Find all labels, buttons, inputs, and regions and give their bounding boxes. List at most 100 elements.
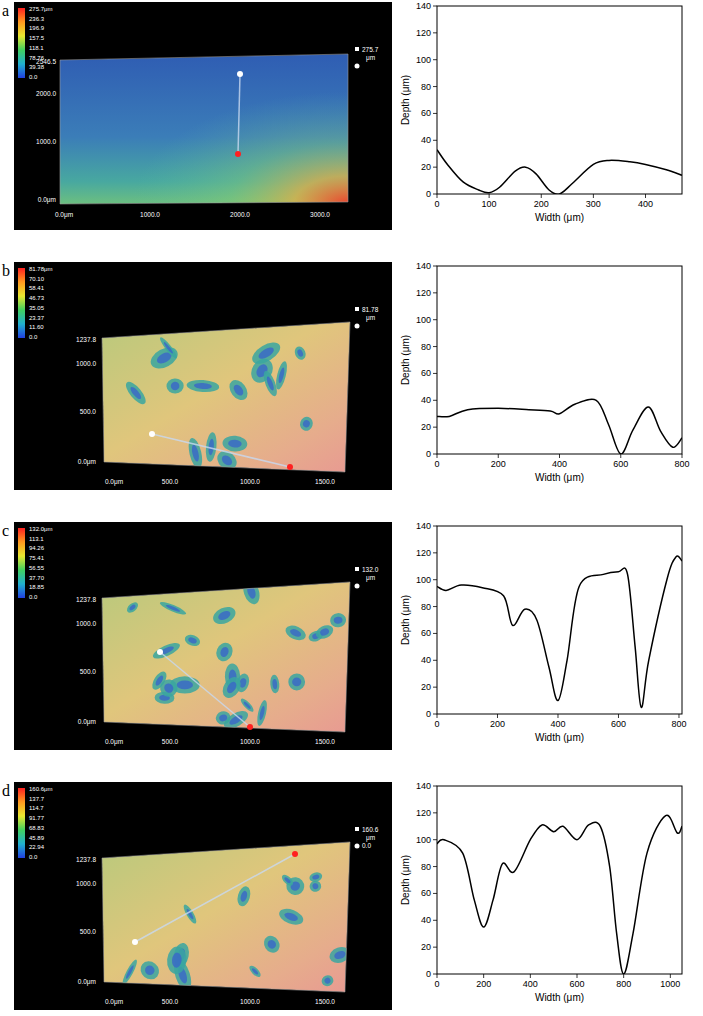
y-tick xyxy=(433,427,437,428)
y-tick xyxy=(433,346,437,347)
color-bar xyxy=(18,268,25,338)
surface-y-label: 1000.0 xyxy=(76,620,96,627)
y-tick-label: 20 xyxy=(421,942,431,952)
surface-high xyxy=(60,54,348,204)
color-bar-label: 0.0 xyxy=(29,854,38,860)
max-label: 160.6 xyxy=(362,826,379,833)
y-tick-label: 0 xyxy=(426,189,431,199)
x-axis-title: Width (μm) xyxy=(535,212,584,223)
surface-y-label: 500.0 xyxy=(80,928,97,935)
surface-pit-core xyxy=(129,385,143,400)
surface-pit xyxy=(314,622,336,641)
surface-pit-core xyxy=(243,701,252,710)
color-bar-label: 113.1 xyxy=(29,536,44,542)
color-bar-label: 137.7 xyxy=(29,796,45,802)
surface-pit-core xyxy=(163,341,174,354)
y-tick xyxy=(433,167,437,168)
color-bar-label: 70.10 xyxy=(29,276,45,282)
surface-pit xyxy=(186,379,219,393)
x-tick xyxy=(559,454,560,458)
y-tick-label: 40 xyxy=(421,915,431,925)
surface-pit-core xyxy=(312,874,320,880)
y-tick-label: 140 xyxy=(416,1,431,11)
y-tick xyxy=(433,6,437,7)
surface-y-label: 1237.8 xyxy=(76,336,96,343)
surface-y-label: 2546.5 xyxy=(36,58,56,65)
surface-pit-core xyxy=(129,604,137,612)
surface-pit-core xyxy=(312,882,319,889)
surface-edge xyxy=(102,842,350,992)
surface-pit-core xyxy=(171,382,180,391)
x-tick-label: 0 xyxy=(434,199,439,209)
surface-y-label: 500.0 xyxy=(80,408,97,415)
min-marker xyxy=(355,64,360,69)
x-tick-label: 400 xyxy=(550,719,565,729)
color-bar-label: 114.7 xyxy=(29,805,44,811)
surface-pit-core xyxy=(333,950,346,961)
color-bar-label: 275.7μm xyxy=(29,6,52,12)
y-tick-label: 120 xyxy=(416,28,431,38)
surface-x-label: 3000.0 xyxy=(310,211,330,218)
surface-pit xyxy=(255,699,269,726)
surface xyxy=(102,842,352,993)
surface-panel: 132.0μm113.194.2675.4156.5537.7018.850.0… xyxy=(14,522,392,750)
y-tick xyxy=(433,454,437,455)
profile-start xyxy=(235,151,241,157)
y-tick-label: 100 xyxy=(416,835,431,845)
color-bar-label: 35.05 xyxy=(29,305,45,311)
surface-pit-core xyxy=(319,627,330,637)
y-tick xyxy=(433,714,437,715)
panel-letter: d xyxy=(2,782,10,799)
profile-curve xyxy=(437,815,682,974)
color-bar xyxy=(18,528,25,598)
y-axis-title: Depth (μm) xyxy=(400,855,411,905)
plot-frame xyxy=(437,526,682,714)
color-bar-label: 23.37 xyxy=(29,315,45,321)
surface-y-label: 1237.8 xyxy=(76,856,96,863)
surface-pit-core xyxy=(296,349,304,358)
y-tick-label: 100 xyxy=(416,55,431,65)
x-tick xyxy=(645,194,646,198)
profile-line xyxy=(160,652,250,727)
y-tick-label: 0 xyxy=(426,449,431,459)
data-group xyxy=(437,556,682,707)
surface-pit-core xyxy=(259,705,266,720)
max-unit: μm xyxy=(366,54,375,62)
profile-curve xyxy=(437,399,682,454)
surface-pit xyxy=(298,415,314,432)
color-bar-label: 118.1 xyxy=(29,45,44,51)
min-marker xyxy=(355,324,360,329)
y-tick-label: 40 xyxy=(421,395,431,405)
y-tick-label: 100 xyxy=(416,575,431,585)
surface-base xyxy=(102,842,350,992)
surface-x-label: 1000.0 xyxy=(140,211,160,218)
surface-pit xyxy=(239,697,255,714)
surface-background xyxy=(14,522,392,750)
x-tick-label: 200 xyxy=(534,199,549,209)
plot-area xyxy=(437,526,682,714)
surface-pit xyxy=(120,958,139,986)
y-tick xyxy=(433,606,437,607)
profile-chart: 0204060801001201400200400600800Width (μm… xyxy=(400,521,686,743)
y-axis-title: Depth (μm) xyxy=(400,595,411,645)
surface-pit xyxy=(261,933,283,956)
surface-pit-core xyxy=(302,419,311,428)
profile-end xyxy=(237,71,243,77)
color-bar-label: 236.3 xyxy=(29,16,45,22)
surface-x-label: 1500.0 xyxy=(315,478,335,485)
max-marker xyxy=(355,827,359,831)
surface-pit xyxy=(159,600,188,617)
x-tick-label: 800 xyxy=(674,459,689,469)
surface-pit-core xyxy=(324,977,332,985)
surface-pit xyxy=(240,578,262,607)
panel-letter: c xyxy=(2,522,9,539)
y-tick-label: 20 xyxy=(421,162,431,172)
surface-pit xyxy=(293,345,308,362)
background xyxy=(0,0,703,1016)
surface-base xyxy=(102,582,350,732)
surface-pit-core xyxy=(187,636,197,644)
x-tick-label: 0 xyxy=(434,719,439,729)
color-bar-label: 45.89 xyxy=(29,835,45,841)
surface-pit-core xyxy=(277,367,285,384)
plot-frame xyxy=(437,786,682,974)
